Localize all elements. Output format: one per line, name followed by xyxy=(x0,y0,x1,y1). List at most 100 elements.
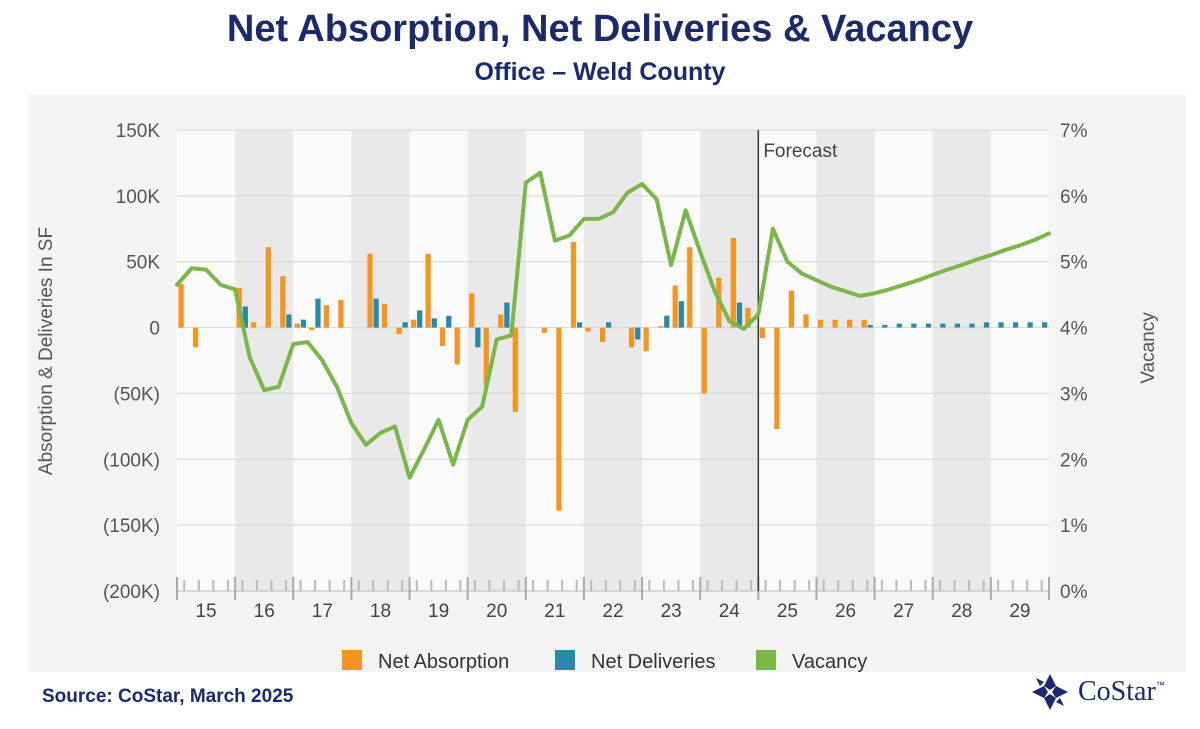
x-tick-label: 20 xyxy=(486,601,507,622)
absorption-bar xyxy=(512,327,518,412)
x-tick-label: 28 xyxy=(951,601,972,622)
deliveries-bar xyxy=(606,322,612,328)
absorption-bar xyxy=(294,323,300,328)
y-tick-label: (50K) xyxy=(114,384,160,405)
y-tick-label: 0 xyxy=(149,319,160,340)
y-tick-label: (150K) xyxy=(103,516,160,537)
year-band-24 xyxy=(700,130,759,591)
absorption-bar xyxy=(454,327,460,365)
deliveries-bar xyxy=(998,322,1004,328)
deliveries-bar xyxy=(431,318,437,328)
absorption-bar xyxy=(440,327,446,347)
absorption-bar xyxy=(410,319,417,328)
absorption-bar xyxy=(469,293,475,328)
absorption-bar xyxy=(178,284,184,328)
absorption-bar xyxy=(425,253,431,328)
x-tick-label: 23 xyxy=(661,601,682,622)
year-band-25 xyxy=(758,130,817,591)
year-band-27 xyxy=(874,130,933,591)
deliveries-bar xyxy=(504,302,510,328)
absorption-bar xyxy=(658,326,664,328)
logo-text: CoStar xyxy=(1078,676,1156,707)
costar-star-icon xyxy=(1032,674,1068,710)
absorption-bar xyxy=(687,247,693,328)
y2-tick-label: 7% xyxy=(1060,121,1088,142)
year-band-28 xyxy=(932,130,991,591)
year-band-29 xyxy=(990,130,1049,591)
year-band-21 xyxy=(525,130,584,591)
absorption-bar xyxy=(599,327,606,343)
absorption-bar xyxy=(788,290,795,328)
absorption-bar xyxy=(280,276,286,328)
deliveries-bar xyxy=(635,327,641,340)
absorption-bar xyxy=(541,327,548,333)
absorption-bar xyxy=(251,322,257,328)
absorption-bar xyxy=(381,303,388,328)
absorption-bar xyxy=(323,305,330,328)
y2-tick-label: 3% xyxy=(1060,384,1088,405)
legend-label-vacancy: Vacancy xyxy=(792,651,867,673)
x-tick-label: 26 xyxy=(835,601,856,622)
y-tick-label: 100K xyxy=(116,187,161,208)
deliveries-bar xyxy=(300,319,307,328)
logo-trademark: ™ xyxy=(1155,680,1165,690)
absorption-bar xyxy=(556,327,562,511)
deliveries-bar xyxy=(242,306,248,328)
deliveries-bar xyxy=(896,323,902,328)
deliveries-bar xyxy=(373,298,379,328)
year-band-23 xyxy=(642,130,701,591)
absorption-bar xyxy=(628,327,635,348)
y-tick-label: 50K xyxy=(126,253,160,274)
x-tick-label: 18 xyxy=(370,601,391,622)
y2-tick-label: 6% xyxy=(1060,187,1088,208)
deliveries-bar xyxy=(983,322,990,328)
absorption-bar xyxy=(498,314,504,328)
y2-axis-label: Vacancy xyxy=(1138,312,1159,384)
y2-tick-label: 1% xyxy=(1060,516,1088,537)
absorption-bar xyxy=(817,319,824,328)
absorption-bar xyxy=(832,319,838,328)
x-tick-label: 27 xyxy=(893,601,914,622)
x-tick-label: 15 xyxy=(195,601,216,622)
absorption-bar xyxy=(861,319,867,328)
absorption-bar xyxy=(192,327,199,348)
absorption-bar xyxy=(803,314,809,328)
year-band-18 xyxy=(351,130,410,591)
absorption-bar xyxy=(338,299,344,328)
legend-label-absorption: Net Absorption xyxy=(378,651,509,673)
deliveries-bar xyxy=(940,323,946,328)
x-tick-label: 19 xyxy=(428,601,449,622)
deliveries-bar xyxy=(1027,322,1033,328)
absorption-bar xyxy=(483,327,489,386)
absorption-bar xyxy=(759,327,766,339)
y2-tick-label: 2% xyxy=(1060,450,1088,471)
x-tick-label: 22 xyxy=(602,601,623,622)
deliveries-bar xyxy=(925,323,931,328)
x-tick-label: 16 xyxy=(254,601,275,622)
deliveries-bar xyxy=(867,324,873,328)
x-tick-label: 29 xyxy=(1009,601,1030,622)
y2-tick-label: 0% xyxy=(1060,582,1088,603)
deliveries-bar xyxy=(882,324,888,328)
year-band-22 xyxy=(583,130,643,591)
x-tick-label: 24 xyxy=(719,601,741,622)
legend-label-deliveries: Net Deliveries xyxy=(591,651,715,673)
deliveries-bar xyxy=(969,323,975,328)
y2-tick-label: 5% xyxy=(1060,253,1088,274)
chart-subtitle: Office – Weld County xyxy=(474,58,726,86)
deliveries-bar xyxy=(446,315,452,328)
absorption-bar xyxy=(701,327,707,394)
y-tick-label: 150K xyxy=(116,121,161,142)
x-tick-label: 25 xyxy=(777,601,798,622)
deliveries-bar xyxy=(1012,322,1019,328)
absorption-bar xyxy=(774,327,780,429)
deliveries-bar xyxy=(475,327,481,348)
absorption-bar xyxy=(585,327,591,332)
y-tick-label: (200K) xyxy=(103,582,160,603)
absorption-bar xyxy=(846,319,853,328)
costar-logo: CoStar ™ xyxy=(1030,670,1165,714)
legend-swatch-absorption xyxy=(342,650,362,670)
legend-swatch-deliveries xyxy=(555,650,575,670)
absorption-bar xyxy=(309,327,315,331)
